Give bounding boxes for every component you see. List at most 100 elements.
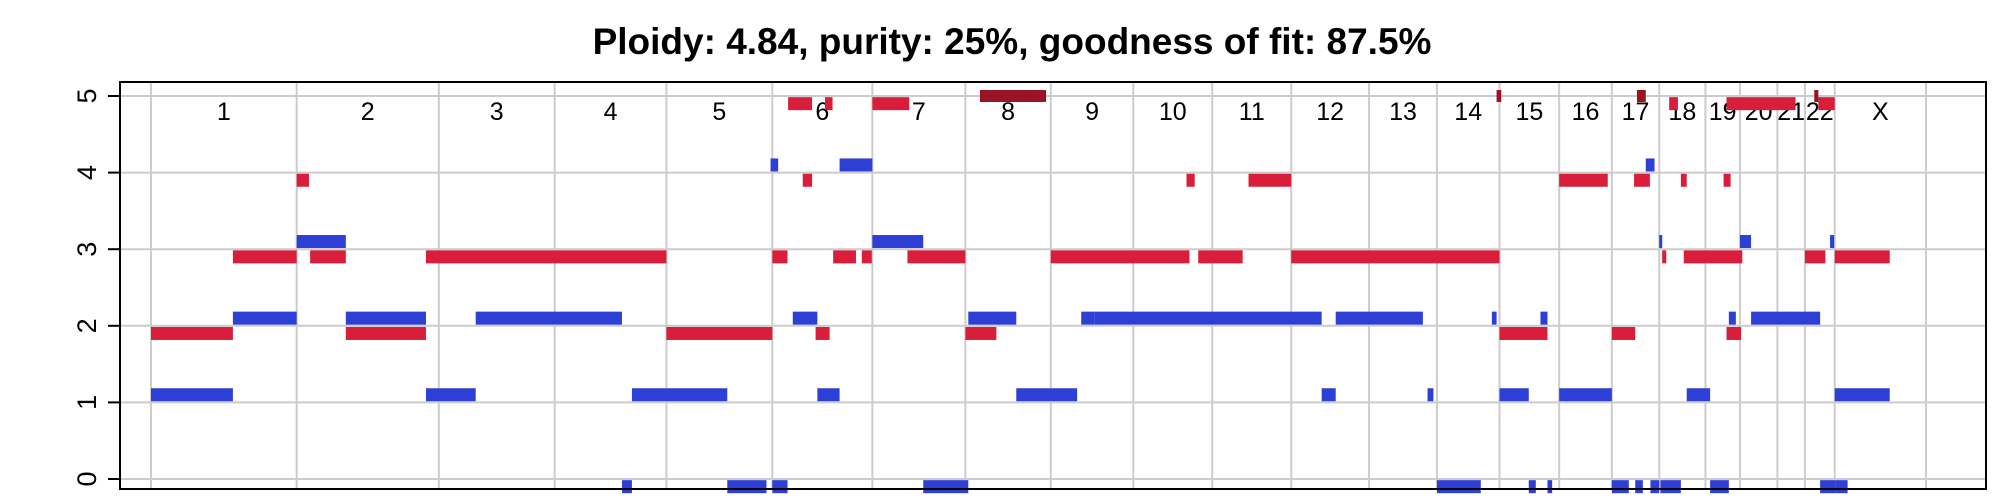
major-allele-segment [345, 326, 426, 340]
chromosome-label-2: 2 [361, 98, 375, 126]
minor-allele-segment [1559, 388, 1612, 402]
minor-allele-segment [232, 311, 297, 325]
major-allele-segment [1050, 250, 1190, 264]
major-allele-segment [1834, 250, 1890, 264]
y-tick-label: 2 [72, 318, 102, 333]
minor-allele-segment [1335, 311, 1423, 325]
major-allele-segment [815, 326, 830, 340]
major-allele-segment [296, 173, 309, 187]
minor-allele-segment [923, 480, 969, 494]
minor-allele-segment [1540, 311, 1548, 325]
minor-allele-segment [1499, 388, 1529, 402]
major-allele-segment [907, 250, 966, 264]
minor-allele-segment [792, 311, 818, 325]
plot-frame [119, 81, 1987, 490]
minor-allele-segment [772, 480, 788, 494]
minor-allele-segment [1528, 480, 1536, 494]
y-tick-label: 1 [72, 395, 102, 410]
minor-allele-segment [770, 158, 779, 172]
minor-allele-segment [839, 158, 873, 172]
major-allele-segment [1198, 250, 1243, 264]
chromosome-label-X: X [1872, 98, 1889, 126]
minor-allele-segment [1635, 480, 1643, 494]
minor-allele-segment [1830, 235, 1835, 249]
major-allele-segment [861, 250, 872, 264]
minor-allele-segment [872, 235, 924, 249]
major-allele-segment [232, 250, 297, 264]
minor-allele-segment [1650, 480, 1660, 494]
minor-allele-segment [475, 311, 622, 325]
major-allele-segment [824, 97, 833, 111]
minor-allele-segment [1834, 388, 1890, 402]
minor-allele-segment [1820, 480, 1836, 494]
minor-allele-segment [345, 311, 426, 325]
y-tick-label: 0 [72, 471, 102, 486]
minor-allele-segment [1751, 311, 1821, 325]
clipped-segment [979, 90, 983, 102]
clipped-segment [981, 90, 1047, 102]
minor-allele-segment [631, 388, 728, 402]
major-allele-segment [1683, 250, 1743, 264]
major-allele-segment [1726, 97, 1796, 111]
minor-allele-segment [968, 311, 1017, 325]
major-allele-segment [788, 97, 813, 111]
chromosome-label-16: 16 [1572, 98, 1600, 126]
chromosome-label-5: 5 [712, 98, 726, 126]
minor-allele-segment [1094, 311, 1322, 325]
minor-allele-segment [1611, 480, 1629, 494]
major-allele-segment [425, 250, 667, 264]
minor-allele-segment [1321, 388, 1336, 402]
major-allele-segment [1726, 326, 1742, 340]
major-allele-segment [1559, 173, 1608, 187]
major-allele-segment [151, 326, 233, 340]
major-allele-segment [1248, 173, 1292, 187]
major-allele-segment [1634, 173, 1650, 187]
chromosome-label-17: 17 [1622, 98, 1650, 126]
chromosome-label-10: 10 [1159, 98, 1187, 126]
clipped-segment [1496, 90, 1502, 102]
chromosome-label-14: 14 [1454, 98, 1482, 126]
minor-allele-segment [1491, 311, 1497, 325]
chromosome-label-13: 13 [1389, 98, 1417, 126]
y-tick-label: 4 [72, 165, 102, 180]
chromosome-label-12: 12 [1316, 98, 1344, 126]
chromosome-label-15: 15 [1515, 98, 1543, 126]
minor-allele-segment [727, 480, 767, 494]
major-allele-segment [1680, 173, 1687, 187]
minor-allele-segment [817, 388, 840, 402]
minor-allele-segment [1710, 480, 1729, 494]
major-allele-segment [1499, 326, 1548, 340]
major-allele-segment [1669, 97, 1678, 111]
minor-allele-segment [425, 388, 476, 402]
minor-allele-segment [1660, 480, 1681, 494]
minor-allele-segment [296, 235, 346, 249]
major-allele-segment [833, 250, 856, 264]
minor-allele-segment [1016, 388, 1074, 402]
minor-allele-segment [151, 388, 233, 402]
minor-allele-segment [1645, 158, 1655, 172]
minor-allele-segment [1081, 311, 1095, 325]
y-tick-label: 5 [72, 88, 102, 103]
minor-allele-segment [1073, 388, 1078, 402]
chromosome-label-8: 8 [1001, 98, 1015, 126]
chromosome-label-3: 3 [490, 98, 504, 126]
chromosome-label-1: 1 [217, 98, 231, 126]
major-allele-segment [666, 326, 773, 340]
minor-allele-segment [1659, 235, 1663, 249]
chromosome-label-11: 11 [1239, 98, 1265, 126]
minor-allele-segment [1547, 480, 1553, 494]
major-allele-segment [802, 173, 813, 187]
chromosome-label-4: 4 [604, 98, 618, 126]
chromosome-label-7: 7 [912, 98, 926, 126]
clipped-segment [1814, 90, 1819, 102]
chart-title: Ploidy: 4.84, purity: 25%, goodness of f… [593, 21, 1432, 62]
y-tick-label: 3 [72, 242, 102, 257]
chromosome-label-9: 9 [1085, 98, 1099, 126]
major-allele-segment [310, 250, 346, 264]
minor-allele-segment [621, 480, 632, 494]
major-allele-segment [1291, 250, 1500, 264]
major-allele-segment [1723, 173, 1731, 187]
minor-allele-segment [1835, 480, 1848, 494]
major-allele-segment [965, 326, 997, 340]
